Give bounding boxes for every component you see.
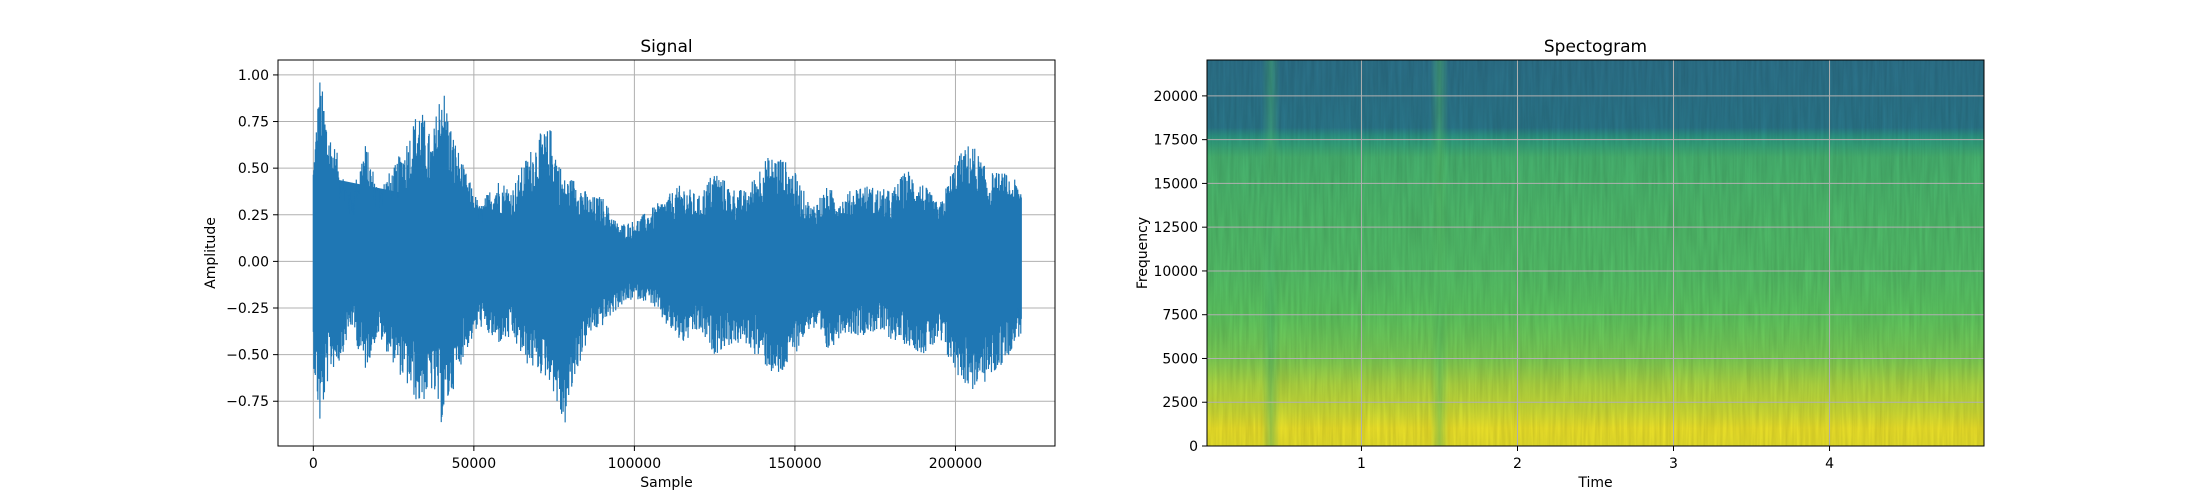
signal-x-label: Sample <box>640 475 693 491</box>
spectrogram-y-tick-label: 15000 <box>1153 176 1198 192</box>
signal-y-tick-label: 0.50 <box>238 161 269 177</box>
signal-y-tick-label: −0.25 <box>226 301 269 317</box>
spectrogram-frame <box>1206 59 1985 447</box>
signal-chart: 0 50000 100000 150000 200000 −0.75 −0.50 −0.25… <box>203 37 1056 491</box>
signal-y-tick-label: 0.75 <box>238 115 269 131</box>
signal-x-axis: 0 50000 100000 150000 200000 <box>309 446 982 472</box>
signal-y-tick-label: 0.25 <box>238 208 269 224</box>
spectrogram-x-tick-label: 2 <box>1513 456 1522 472</box>
spectrogram-x-axis: 1 2 3 4 <box>1357 446 1834 472</box>
signal-waveform <box>312 82 1022 423</box>
spectrogram-x-label: Time <box>1577 475 1612 491</box>
spectrogram-y-tick-label: 5000 <box>1162 351 1198 367</box>
signal-y-tick-label: −0.50 <box>226 348 269 364</box>
spectrogram-y-tick-label: 10000 <box>1153 264 1198 280</box>
spectrogram-y-tick-label: 7500 <box>1162 308 1198 324</box>
spectrogram-y-tick-label: 0 <box>1189 439 1198 455</box>
signal-x-tick-label: 150000 <box>768 456 821 472</box>
signal-y-label: Amplitude <box>203 217 219 289</box>
spectrogram-y-tick-label: 2500 <box>1162 395 1198 411</box>
signal-frame <box>277 59 1056 447</box>
spectrogram-y-axis: 0 2500 5000 7500 10000 12500 15000 17500 20000 <box>1153 89 1207 455</box>
signal-x-tick-label: 0 <box>309 456 318 472</box>
signal-y-tick-label: 0.00 <box>238 254 269 270</box>
spectrogram-y-tick-label: 20000 <box>1153 89 1198 105</box>
spectrogram-x-tick-label: 1 <box>1357 456 1366 472</box>
spectrogram-y-tick-label: 17500 <box>1153 133 1198 149</box>
signal-x-tick-label: 50000 <box>452 456 497 472</box>
signal-y-tick-label: −0.75 <box>226 394 269 410</box>
spectrogram-y-label: Frequency <box>1135 217 1151 289</box>
signal-x-tick-label: 100000 <box>608 456 661 472</box>
spectrogram-texture <box>1207 60 1984 446</box>
spectrogram-x-tick-label: 3 <box>1669 456 1678 472</box>
signal-x-tick-label: 200000 <box>929 456 982 472</box>
spectrogram-grid <box>1207 60 1984 447</box>
signal-y-axis: −0.75 −0.50 −0.25 0.00 0.25 0.50 0.75 1.00 <box>226 68 278 410</box>
spectrogram-x-tick-label: 4 <box>1825 456 1834 472</box>
signal-title: Signal <box>640 37 692 57</box>
spectrogram-chart: 1 2 3 4 0 2500 5000 7500 10000 12500 15000 17500 20… <box>1135 37 1985 491</box>
spectrogram-y-tick-label: 12500 <box>1153 220 1198 236</box>
spectrogram-title: Spectogram <box>1544 37 1647 57</box>
signal-y-tick-label: 1.00 <box>238 68 269 84</box>
